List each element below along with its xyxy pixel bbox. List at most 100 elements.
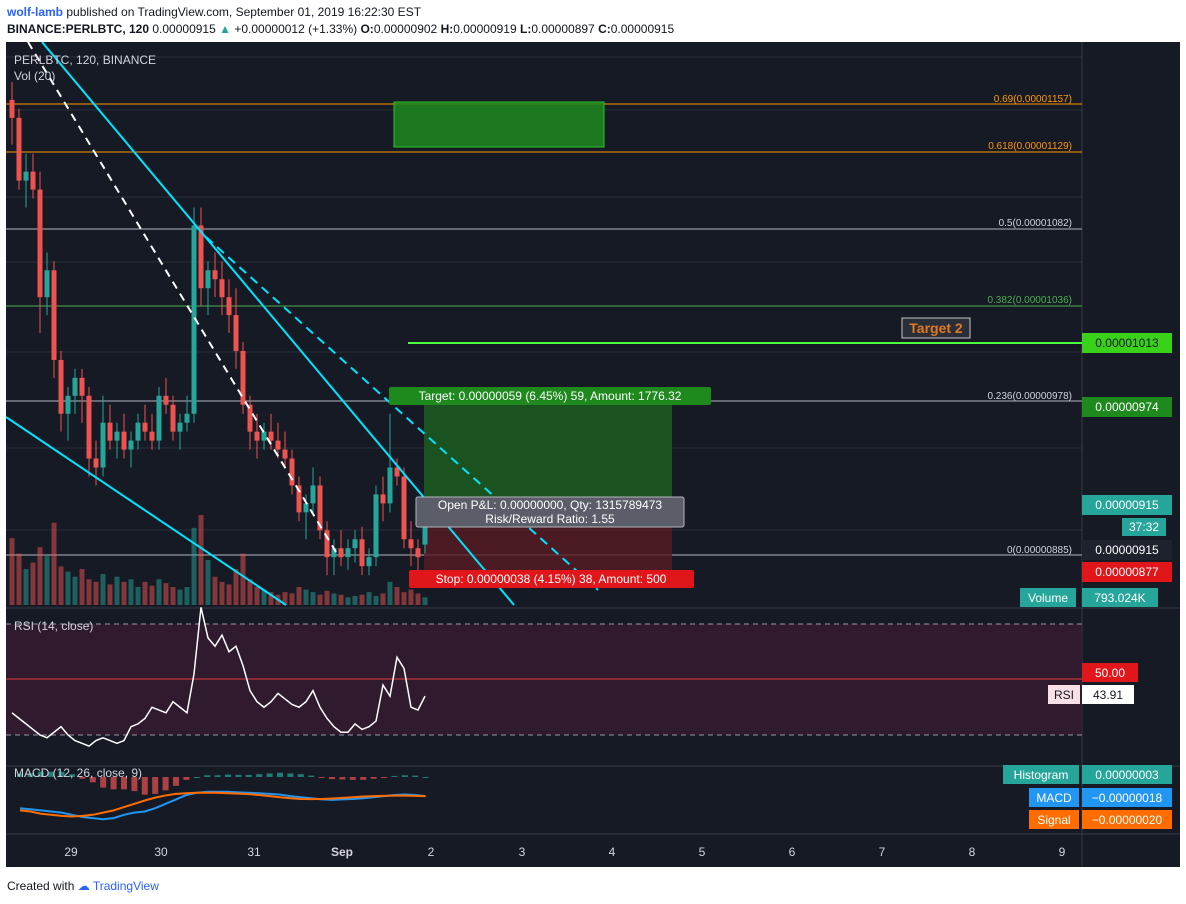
candle-body <box>247 404 253 432</box>
volume-bar <box>170 587 176 605</box>
trendline-dashed-cyan[interactable] <box>205 236 599 591</box>
macd-name-label: MACD <box>1036 791 1072 805</box>
histogram-bar <box>266 773 273 777</box>
candle-body <box>72 377 78 396</box>
histogram-bar <box>391 775 398 777</box>
histogram-bar <box>152 777 159 794</box>
volume-bar <box>37 547 43 605</box>
chart-canvas[interactable]: 0.69(0.00001157) 0.618(0.00001129) 0.5(0… <box>5 41 1180 867</box>
candle-body <box>198 225 204 289</box>
time-tick: 5 <box>699 845 706 859</box>
axis-label-entry: 0.00000915 <box>1095 543 1159 557</box>
volume-bar <box>135 587 141 605</box>
volume-bar <box>107 584 113 605</box>
histogram-bar <box>287 773 294 777</box>
volume-bar <box>317 594 323 605</box>
histogram-bar <box>370 777 377 779</box>
candle-body <box>170 404 176 432</box>
tradingview-logo[interactable]: ☁ TradingView <box>77 879 159 893</box>
fib-label-05: 0.5(0.00001082) <box>999 218 1072 229</box>
up-arrow-icon: ▲ <box>219 22 232 36</box>
hist-name-label: Histogram <box>1014 768 1069 782</box>
candle-body <box>205 270 211 289</box>
position-target-label: Target: 0.00000059 (6.45%) 59, Amount: 1… <box>419 389 682 403</box>
candle-body <box>107 422 113 441</box>
low-value: 0.00000897 <box>531 22 595 36</box>
volume-bar <box>65 571 71 605</box>
candle-body <box>373 494 379 558</box>
time-tick: 8 <box>969 845 976 859</box>
candle-body <box>184 413 190 423</box>
histogram-bar <box>381 777 387 778</box>
histogram-bar <box>329 777 335 780</box>
volume-bar <box>226 584 232 605</box>
candle-body <box>16 117 22 181</box>
histogram-bar <box>339 777 346 780</box>
target-zone-box[interactable] <box>393 101 605 148</box>
candle-body <box>37 189 43 298</box>
created-with-text: Created with <box>7 879 78 893</box>
time-tick: 2 <box>428 845 435 859</box>
position-pnl-label: Open P&L: 0.00000000, Qty: 1315789473 <box>438 498 663 512</box>
volume-bar <box>9 538 15 605</box>
time-tick: 4 <box>609 845 616 859</box>
volume-bar <box>310 592 316 605</box>
rsi-value-label: 43.91 <box>1093 688 1123 702</box>
fib-label-0236: 0.236(0.00000978) <box>987 391 1072 402</box>
volume-bar <box>72 576 78 605</box>
publish-line: wolf-lamb published on TradingView.com, … <box>7 5 421 19</box>
open-value: 0.00000902 <box>373 22 438 36</box>
published-text: published on TradingView.com, September … <box>66 5 422 19</box>
time-axis[interactable]: 29 30 31 Sep 2 3 4 5 6 7 8 9 <box>64 845 1065 859</box>
fib-label-0618: 0.618(0.00001129) <box>988 141 1072 152</box>
candle-body <box>352 539 358 549</box>
position-profit-zone[interactable] <box>424 401 672 508</box>
volume-bar <box>149 585 155 605</box>
volume-bar <box>177 589 183 605</box>
candle-body <box>121 431 127 450</box>
candle-body <box>156 395 162 441</box>
histogram-bar <box>183 777 190 780</box>
candle-body <box>163 395 169 405</box>
candle-body <box>345 548 351 558</box>
volume-bar <box>422 597 428 605</box>
close-value: 0.00000915 <box>610 22 675 36</box>
volume-bar <box>233 569 239 605</box>
candle-body <box>100 422 106 468</box>
fib-label-0382: 0.382(0.00001036) <box>987 295 1072 306</box>
candle-body <box>240 350 246 405</box>
candle-body <box>30 171 36 190</box>
volume-bar <box>191 527 197 605</box>
publisher-link[interactable]: wolf-lamb <box>7 5 63 19</box>
chart-area[interactable]: 0.69(0.00001157) 0.618(0.00001129) 0.5(0… <box>5 41 1180 867</box>
rsi-line <box>11 607 426 747</box>
volume-bar <box>394 587 400 605</box>
signal-value-label: −0.00000020 <box>1092 813 1163 827</box>
volume-name-label: Volume <box>1028 591 1068 605</box>
macd-line <box>19 790 426 821</box>
histogram-bar <box>422 777 429 778</box>
candle-body <box>44 270 50 298</box>
candle-body <box>275 440 281 450</box>
trendline-dashed-white[interactable] <box>27 41 337 553</box>
time-tick: Sep <box>331 845 353 859</box>
trendline-lower[interactable] <box>5 416 287 606</box>
time-tick: 9 <box>1059 845 1066 859</box>
histogram-bar <box>401 775 408 777</box>
histogram-bar <box>110 777 117 790</box>
target2-box[interactable] <box>901 317 971 339</box>
volume-bar <box>373 596 379 605</box>
volume-bar <box>205 560 211 605</box>
position-target-label-bg <box>389 387 711 405</box>
candle-body <box>338 548 344 558</box>
candle-body <box>422 521 428 545</box>
position-pnl-box <box>415 496 685 528</box>
volume-bar <box>121 581 127 605</box>
histogram-bar <box>277 772 283 777</box>
volume-bar <box>380 593 386 605</box>
hist-value-label: 0.00000003 <box>1095 768 1159 782</box>
histogram-bar <box>48 771 55 777</box>
last-price: 0.00000915 <box>152 22 216 36</box>
candle-body <box>135 422 141 441</box>
low-label: L: <box>519 22 532 36</box>
